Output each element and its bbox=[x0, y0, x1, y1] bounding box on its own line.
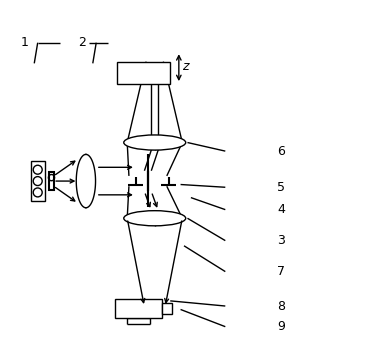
Text: 7: 7 bbox=[277, 265, 285, 278]
Bar bbox=[162, 303, 172, 314]
Text: 8: 8 bbox=[277, 299, 285, 313]
Text: 1: 1 bbox=[21, 36, 29, 49]
Bar bbox=[49, 172, 53, 190]
Bar bbox=[31, 161, 45, 201]
Ellipse shape bbox=[124, 135, 186, 150]
Text: 6: 6 bbox=[277, 145, 285, 158]
Text: z: z bbox=[182, 60, 189, 73]
Text: 9: 9 bbox=[277, 320, 285, 333]
Ellipse shape bbox=[124, 211, 186, 226]
Text: 4: 4 bbox=[277, 203, 285, 216]
Text: 3: 3 bbox=[277, 234, 285, 247]
Text: 2: 2 bbox=[78, 36, 86, 49]
Text: 5: 5 bbox=[277, 181, 285, 194]
Bar bbox=[115, 299, 162, 318]
Bar bbox=[117, 62, 170, 84]
